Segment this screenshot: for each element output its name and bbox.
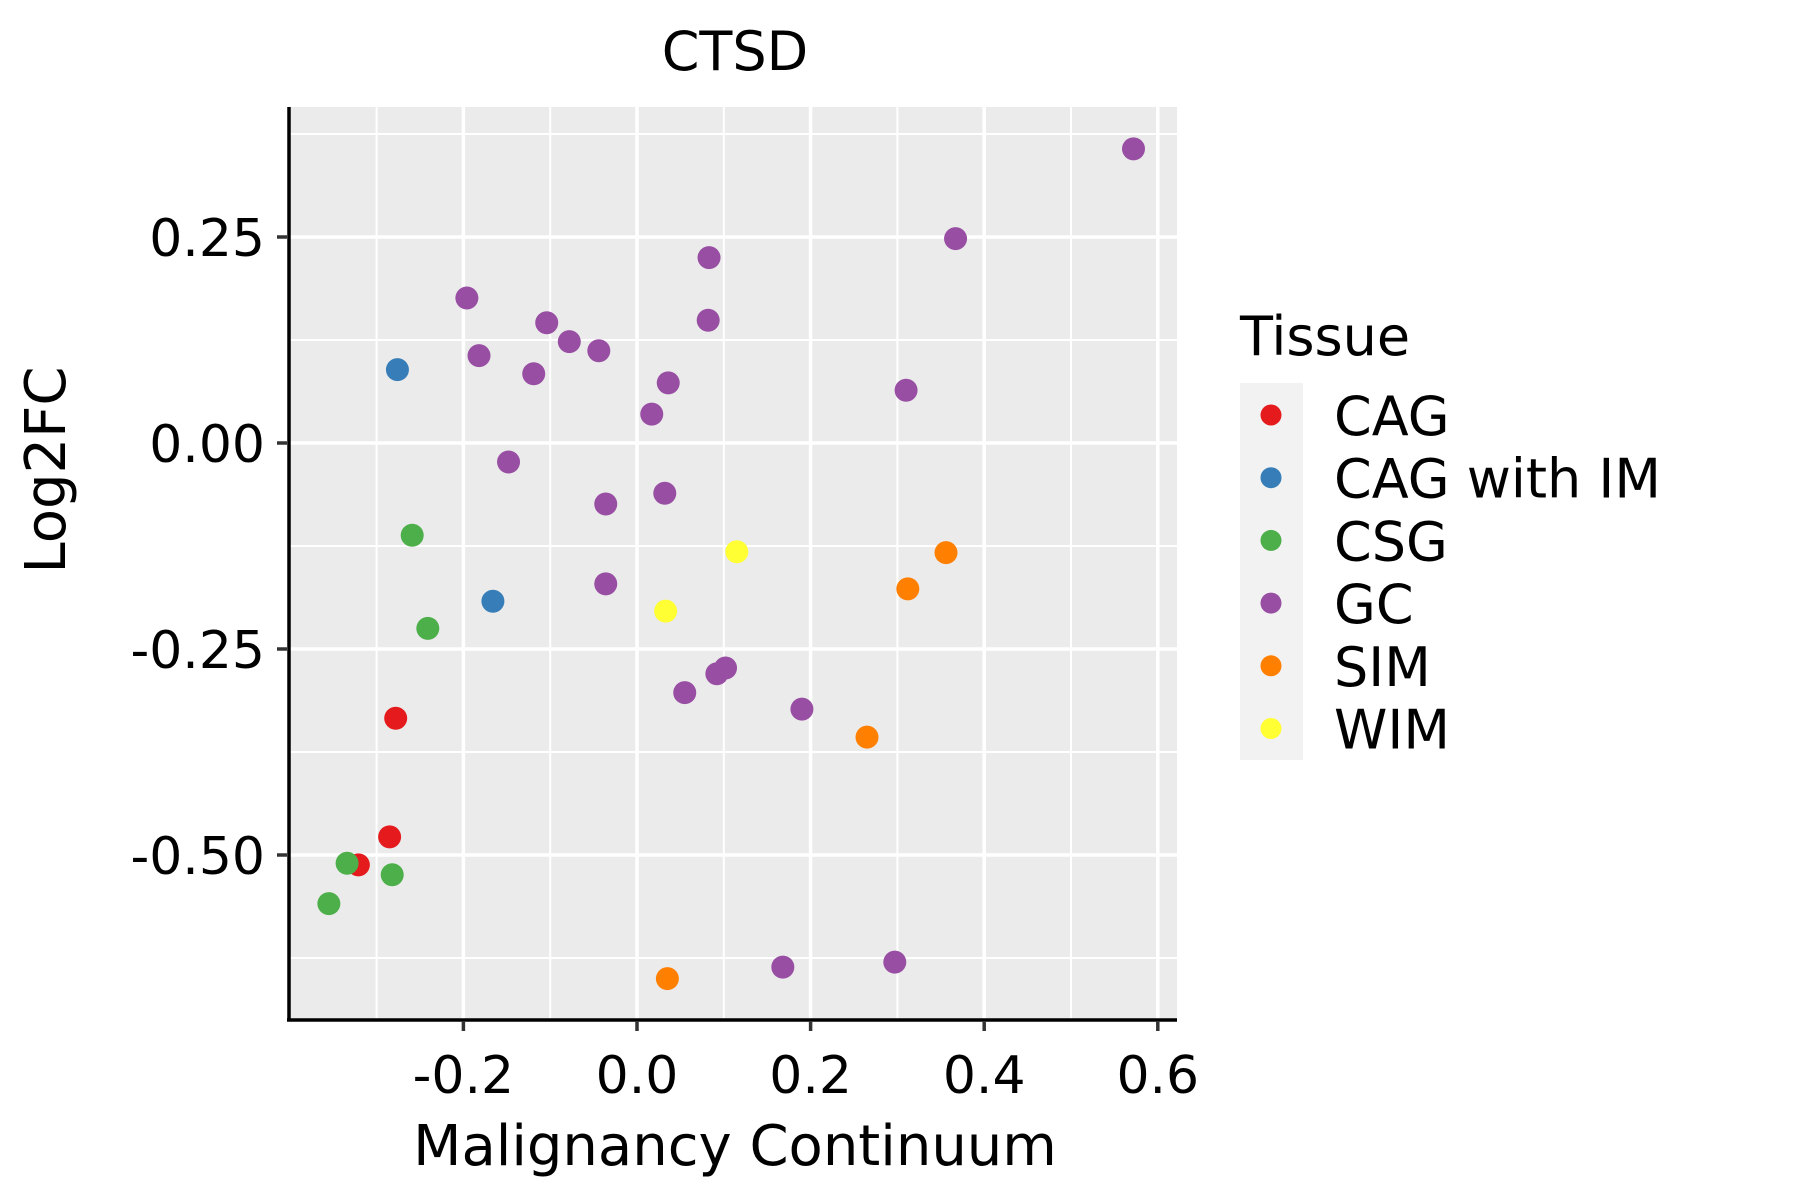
data-point-sim <box>855 725 879 749</box>
data-point-csg <box>335 851 359 875</box>
data-point-wim <box>654 599 678 623</box>
legend-item-cag-with-im: CAG with IM <box>1260 448 1661 511</box>
data-points <box>317 137 1145 991</box>
legend-label: CSG <box>1334 510 1448 573</box>
data-point-cag <box>378 825 402 849</box>
x-axis-title: Malignancy Continuum <box>413 1114 1057 1179</box>
data-point-gc <box>587 339 611 363</box>
data-point-sim <box>934 541 958 565</box>
data-point-gc <box>883 950 907 974</box>
data-point-gc <box>790 697 814 721</box>
minor-gridlines <box>289 107 1177 1019</box>
y-tick-label: -0.25 <box>130 621 265 681</box>
x-tick-label: 0.0 <box>596 1046 679 1106</box>
data-point-wim <box>725 540 749 564</box>
data-point-csg <box>380 863 404 887</box>
legend-key-icon <box>1260 592 1282 614</box>
plot-panel <box>289 107 1177 1019</box>
legend-label: WIM <box>1334 699 1450 762</box>
chart-title: CTSD <box>662 20 809 83</box>
data-point-csg <box>400 523 424 547</box>
legend-key-icon <box>1260 529 1282 551</box>
legend-key-icon <box>1260 404 1282 426</box>
data-point-csg <box>317 892 341 916</box>
data-point-gc <box>696 308 720 332</box>
legend-item-csg: CSG <box>1260 510 1448 573</box>
major-gridlines <box>289 107 1177 1019</box>
y-tick-label: -0.50 <box>130 827 265 887</box>
y-tick-label: 0.00 <box>149 415 265 475</box>
data-point-cag <box>384 706 408 730</box>
legend-label: GC <box>1334 573 1414 636</box>
data-point-cag-with-im <box>385 358 409 382</box>
x-tick-label: 0.4 <box>943 1046 1026 1106</box>
data-point-gc <box>705 662 729 686</box>
legend-item-wim: WIM <box>1260 699 1450 762</box>
data-point-gc <box>455 286 479 310</box>
data-point-gc <box>594 572 618 596</box>
data-point-gc <box>653 481 677 505</box>
y-axis-title: Log2FC <box>14 367 79 574</box>
data-point-gc <box>467 344 491 368</box>
data-point-gc <box>894 378 918 402</box>
data-point-gc <box>1121 137 1145 161</box>
y-tick-label: 0.25 <box>149 209 265 269</box>
legend-key-icon <box>1260 467 1282 489</box>
legend-item-sim: SIM <box>1260 636 1431 699</box>
x-tick-label: 0.6 <box>1116 1046 1199 1106</box>
legend-label: CAG with IM <box>1334 448 1661 511</box>
data-point-gc <box>535 311 559 335</box>
y-axis-ticks: 0.25 0.00 -0.25 -0.50 <box>130 209 287 887</box>
legend-label: SIM <box>1334 636 1431 699</box>
data-point-cag-with-im <box>481 589 505 613</box>
data-point-gc <box>656 371 680 395</box>
x-axis-ticks: -0.2 0.0 0.2 0.4 0.6 <box>413 1021 1199 1106</box>
data-point-gc <box>594 492 618 516</box>
data-point-gc <box>771 955 795 979</box>
data-point-gc <box>673 681 697 705</box>
data-point-gc <box>497 450 521 474</box>
legend-title: Tissue <box>1239 305 1410 368</box>
data-point-gc <box>557 330 581 354</box>
x-tick-label: 0.2 <box>769 1046 852 1106</box>
legend-item-gc: GC <box>1260 573 1414 636</box>
legend-keys-background <box>1240 383 1303 760</box>
data-point-gc <box>944 227 968 251</box>
legend-item-cag: CAG <box>1260 385 1450 448</box>
data-point-gc <box>522 362 546 386</box>
data-point-gc <box>640 402 664 426</box>
data-point-sim <box>896 577 920 601</box>
data-point-csg <box>416 616 440 640</box>
x-tick-label: -0.2 <box>413 1046 514 1106</box>
legend-key-icon <box>1260 718 1282 739</box>
data-point-gc <box>697 246 721 270</box>
data-point-sim <box>655 967 679 991</box>
legend-key-icon <box>1260 655 1282 677</box>
legend-label: CAG <box>1334 385 1450 448</box>
